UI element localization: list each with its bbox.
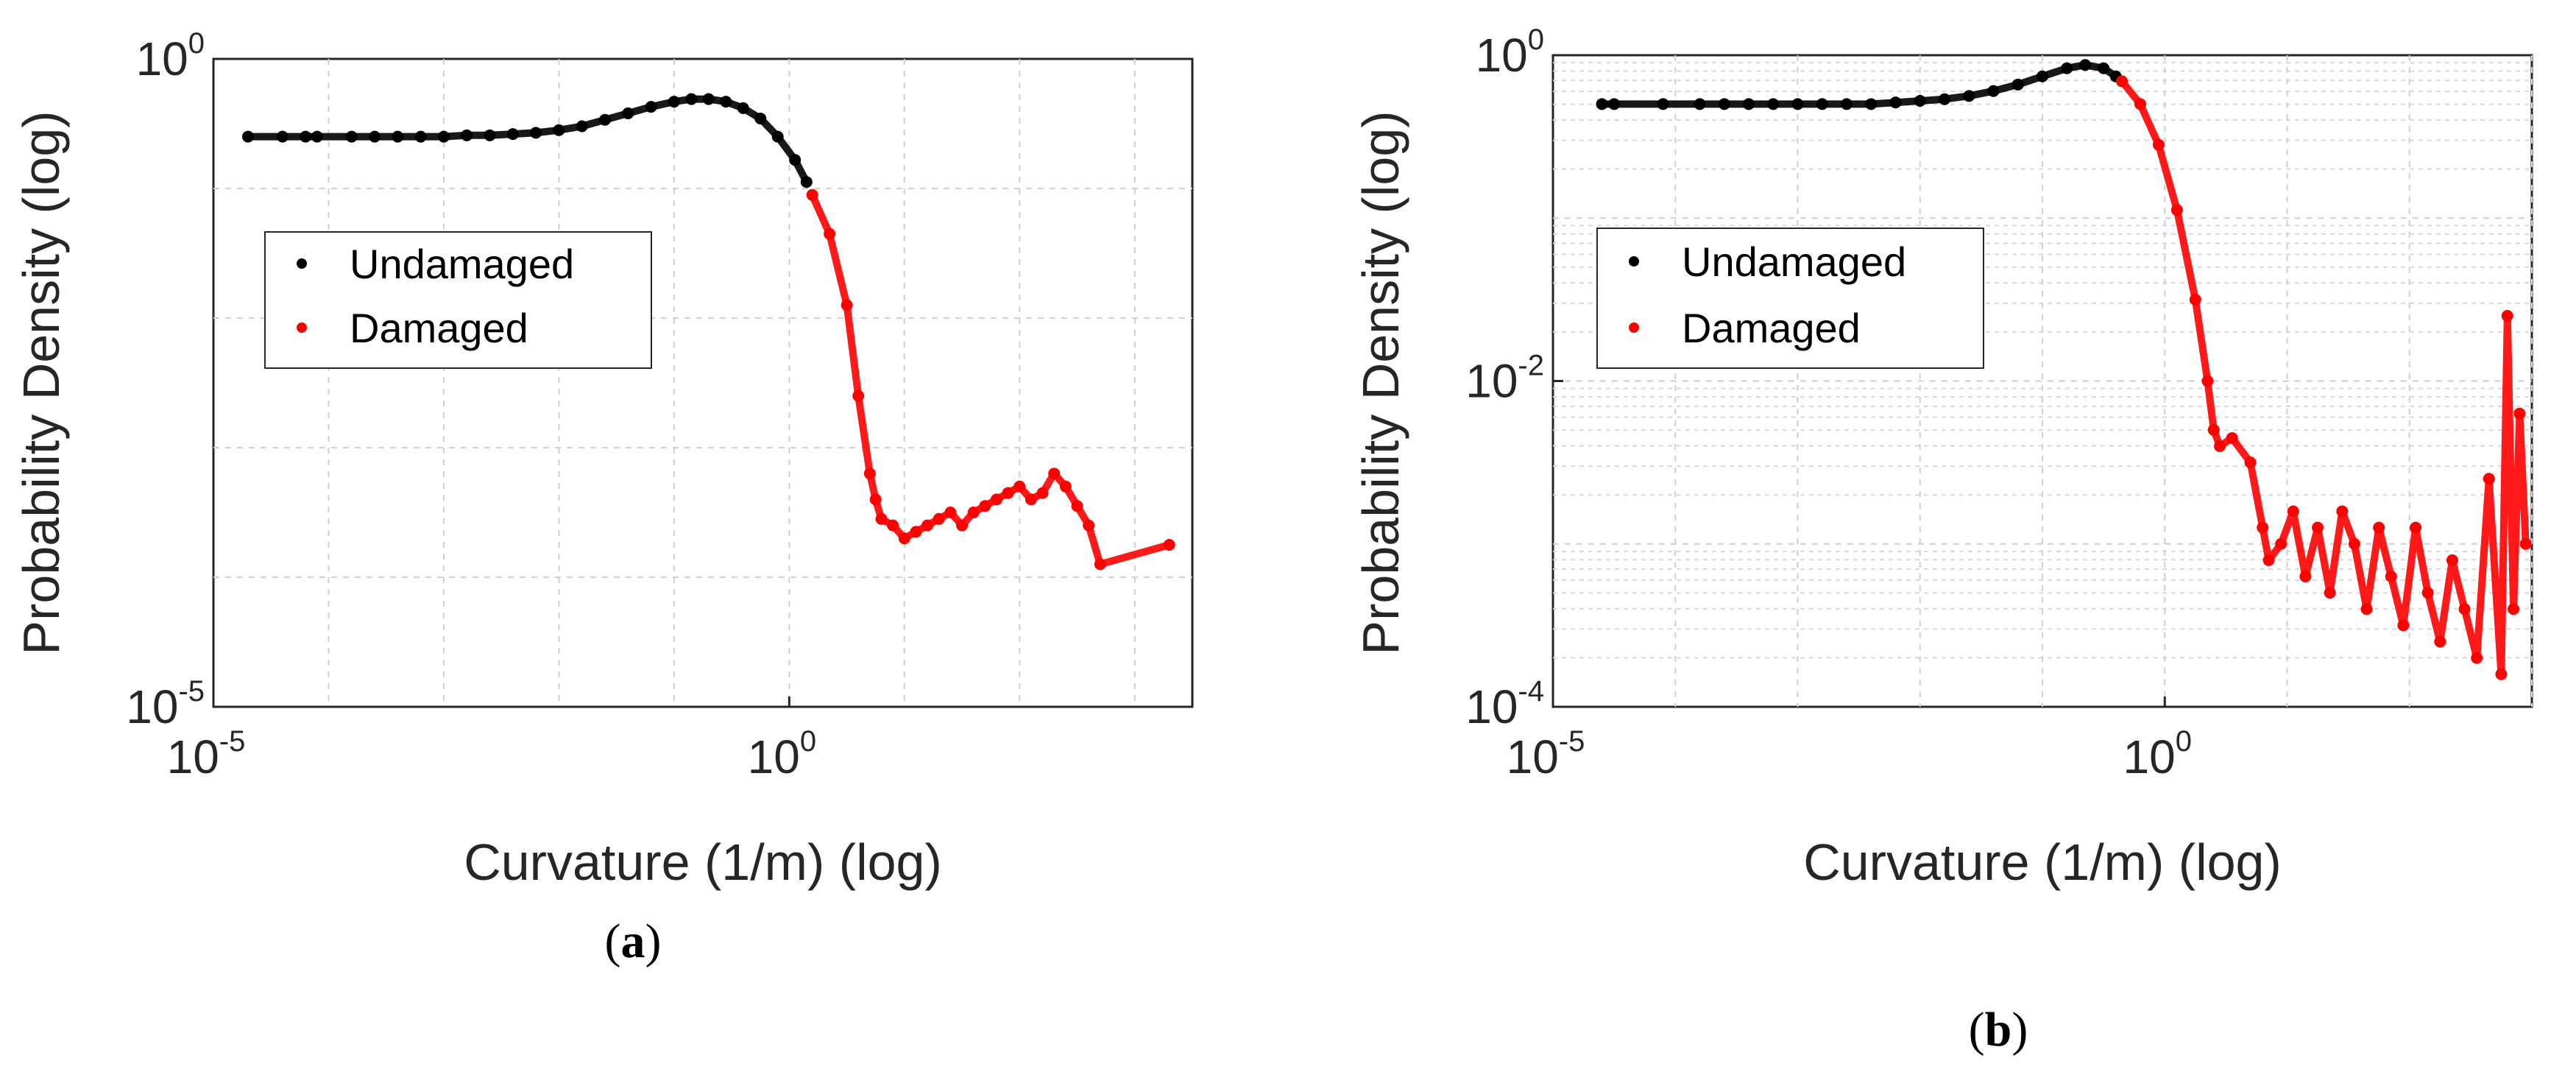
panel-a-legend-marker-damaged <box>297 322 307 333</box>
panel-a-y-axis-label: Probability Density (log) <box>13 110 70 655</box>
a-x-tick-label: 100 <box>748 725 816 783</box>
panel-a-legend: Undamaged Damaged <box>264 231 652 369</box>
b-y-tick-label: 10-2 <box>1465 350 1544 408</box>
panel-a-caption-letter: a <box>621 914 645 968</box>
b-series-undamaged <box>1602 61 2118 108</box>
panel-a-caption: (a) <box>605 914 662 968</box>
a-y-tick-label: 100 <box>136 27 205 85</box>
a-y-tick-label: 10-5 <box>126 675 205 733</box>
panel-a-legend-marker-undamaged <box>297 258 307 269</box>
a-series-damaged <box>809 193 1171 568</box>
panel-b-caption: (b) <box>1969 1003 2028 1057</box>
b-x-tick-label: 100 <box>2123 725 2192 783</box>
panel-b-points <box>1596 59 2532 680</box>
panel-b-y-axis-label: Probability Density (log) <box>1352 110 1409 655</box>
panel-b-y-ticks: 10-4 10-2 100 <box>1465 24 1563 733</box>
panel-b-x-ticks: 10-5 100 <box>1507 697 2192 783</box>
panel-a-points <box>241 93 1175 571</box>
b-series-damaged <box>2119 79 2530 678</box>
panel-a-legend-box <box>264 231 652 369</box>
panel-a-grid <box>213 59 1192 707</box>
panel-a-y-ticks: 10-5 100 <box>126 27 224 733</box>
panel-a-x-axis-label: Curvature (1/m) (log) <box>464 833 942 891</box>
panel-b-legend-label-undamaged: Undamaged <box>1682 239 1906 285</box>
a-series-undamaged <box>247 95 810 184</box>
panel-a-legend-label-undamaged: Undamaged <box>350 241 574 287</box>
b-x-tick-label: 10-5 <box>1507 725 1585 783</box>
panel-a: 10-5 100 10-5 100 Curvature (1/m) (log) Pr… <box>13 27 1194 968</box>
panel-a-x-ticks: 10-5 100 <box>167 697 816 783</box>
panel-b-legend-marker-undamaged <box>1629 256 1639 267</box>
panel-a-legend-label-damaged: Damaged <box>350 305 528 351</box>
panel-b-legend-box <box>1596 228 1984 369</box>
a-x-tick-label: 10-5 <box>167 725 246 783</box>
b-y-tick-label: 100 <box>1476 24 1544 82</box>
panel-b-caption-letter: b <box>1985 1003 2012 1057</box>
panel-b-legend-marker-damaged <box>1629 322 1639 333</box>
panel-b-x-axis-label: Curvature (1/m) (log) <box>1803 833 2282 891</box>
panel-b-legend: Undamaged Damaged <box>1596 228 1984 369</box>
panel-b-legend-label-damaged: Damaged <box>1682 305 1861 351</box>
panel-a-plot-area <box>212 57 1194 708</box>
panel-b: 10-5 100 10-4 10-2 100 Curvature (1/m) (log… <box>1352 24 2533 1057</box>
b-y-tick-label: 10-4 <box>1465 675 1544 733</box>
